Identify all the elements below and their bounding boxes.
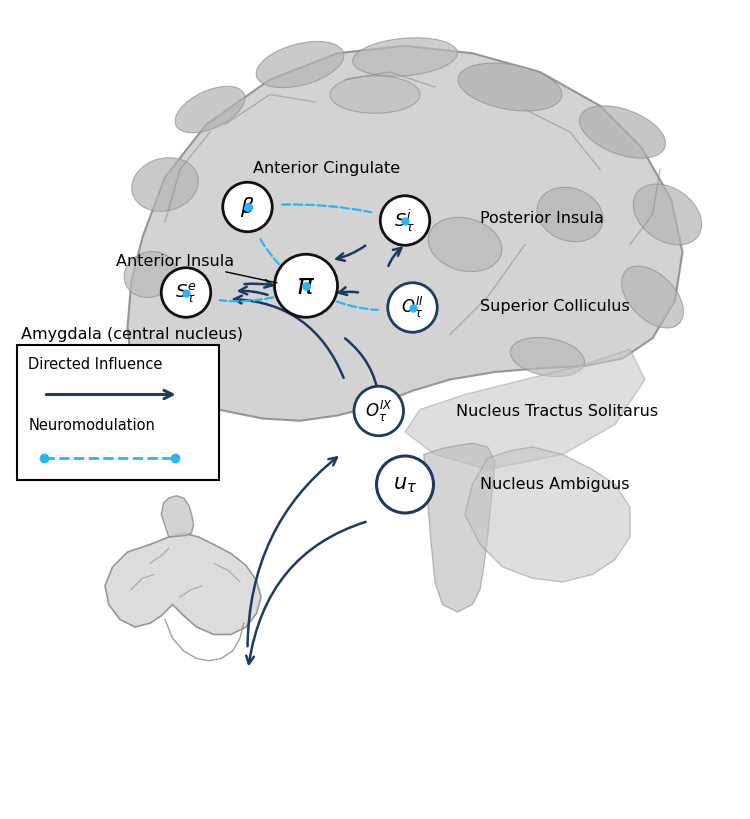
Ellipse shape	[175, 86, 245, 133]
Ellipse shape	[330, 75, 420, 113]
Text: Neuromodulation: Neuromodulation	[28, 419, 155, 433]
Text: $S^{e}_{\tau}$: $S^{e}_{\tau}$	[175, 281, 197, 304]
Text: Directed Influence: Directed Influence	[28, 357, 163, 372]
Polygon shape	[161, 495, 194, 537]
Text: $O^{IX}_{\tau}$: $O^{IX}_{\tau}$	[364, 399, 393, 423]
Circle shape	[354, 387, 404, 436]
Circle shape	[388, 283, 437, 333]
Ellipse shape	[256, 42, 344, 88]
Circle shape	[274, 254, 338, 317]
FancyBboxPatch shape	[16, 345, 219, 480]
Polygon shape	[465, 447, 630, 582]
Ellipse shape	[352, 38, 458, 76]
Ellipse shape	[124, 251, 176, 297]
Ellipse shape	[622, 266, 683, 328]
Text: Nucleus Ambiguus: Nucleus Ambiguus	[480, 477, 629, 492]
Ellipse shape	[132, 158, 198, 211]
Circle shape	[161, 268, 211, 317]
Polygon shape	[424, 443, 495, 612]
Text: $\beta$: $\beta$	[240, 195, 255, 219]
Text: Nucleus Tractus Solitarus: Nucleus Tractus Solitarus	[456, 404, 658, 419]
Text: Anterior Cingulate: Anterior Cingulate	[253, 161, 400, 175]
Text: $S^{i}_{\tau}$: $S^{i}_{\tau}$	[394, 207, 416, 233]
Text: Amygdala (central nucleus): Amygdala (central nucleus)	[21, 327, 243, 342]
Polygon shape	[105, 533, 261, 635]
Text: Superior Colliculus: Superior Colliculus	[480, 298, 630, 314]
Text: $O^{II}_{\tau}$: $O^{II}_{\tau}$	[401, 295, 424, 320]
Ellipse shape	[458, 63, 562, 111]
Ellipse shape	[428, 217, 502, 272]
Ellipse shape	[580, 106, 665, 158]
Ellipse shape	[537, 188, 603, 242]
Ellipse shape	[633, 184, 702, 245]
Polygon shape	[128, 46, 682, 421]
Circle shape	[376, 456, 433, 513]
Polygon shape	[405, 350, 645, 469]
Text: $\pi$: $\pi$	[296, 272, 316, 300]
Text: Anterior Insula: Anterior Insula	[116, 254, 277, 283]
Text: Posterior Insula: Posterior Insula	[480, 210, 604, 226]
Ellipse shape	[511, 337, 584, 377]
Circle shape	[223, 183, 272, 232]
Circle shape	[380, 196, 430, 245]
Text: $u_{\tau}$: $u_{\tau}$	[393, 474, 417, 495]
